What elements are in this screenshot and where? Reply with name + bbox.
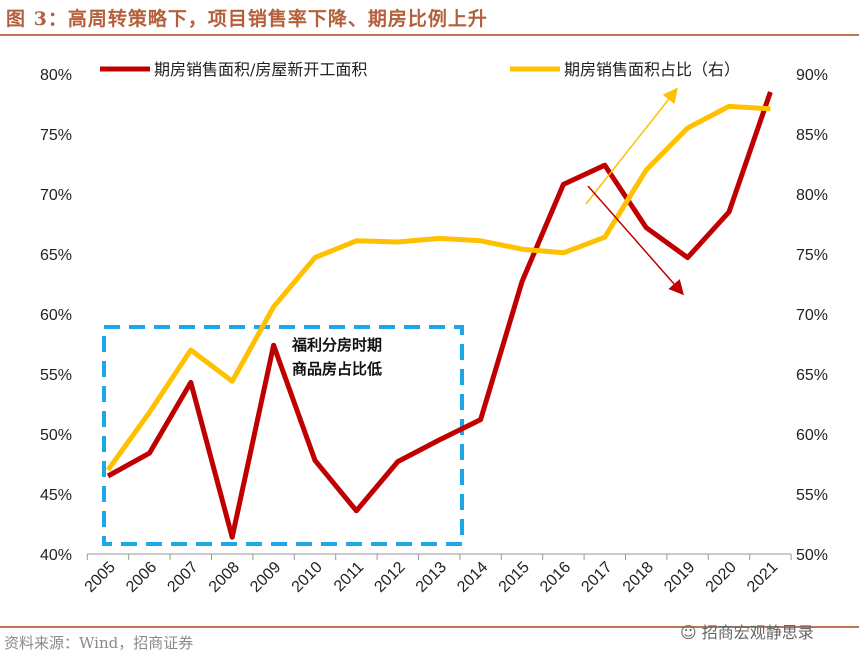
left-axis-tick-label: 50% (40, 427, 72, 444)
left-axis-tick-label: 60% (40, 307, 72, 324)
watermark-text: 招商宏观静思录 (701, 623, 814, 642)
left-axis-tick-label: 65% (40, 247, 72, 264)
wechat-icon: ☺ (680, 623, 702, 642)
x-axis-tick-label: 2013 (413, 559, 450, 596)
left-axis-tick-label: 75% (40, 127, 72, 144)
right-axis-tick-label: 60% (796, 427, 828, 444)
right-axis-tick-label: 55% (796, 487, 828, 504)
left-axis-tick-label: 55% (40, 367, 72, 384)
left-axis-tick-label: 70% (40, 187, 72, 204)
up-trend-arrow (585, 87, 678, 205)
x-axis-tick-label: 2011 (331, 559, 367, 595)
right-axis-tick-label: 65% (796, 367, 828, 384)
right-axis-tick-label: 70% (796, 307, 828, 324)
down-trend-arrow (587, 185, 684, 296)
left-axis-tick-label: 80% (40, 67, 72, 84)
x-axis-tick-label: 2020 (703, 559, 740, 596)
figure-title: 图 3：高周转策略下，项目销售率下降、期房比例上升 (6, 8, 488, 30)
x-axis-tick-label: 2021 (744, 559, 781, 596)
right-axis-tick-label: 90% (796, 67, 828, 84)
x-axis-tick-label: 2019 (661, 559, 698, 596)
x-axis-tick-label: 2006 (123, 559, 160, 596)
title-rule (0, 34, 859, 36)
right-axis-tick-label: 75% (796, 247, 828, 264)
footer-rule (0, 626, 859, 628)
x-axis-tick-label: 2009 (247, 559, 284, 596)
legend-label-1: 期房销售面积/房屋新开工面积 (154, 60, 367, 79)
x-axis-tick-label: 2014 (454, 559, 491, 596)
x-axis-tick-label: 2018 (620, 559, 657, 596)
left-axis-tick-label: 40% (40, 547, 72, 564)
x-axis-tick-label: 2010 (289, 559, 326, 596)
x-axis-tick-label: 2016 (537, 559, 574, 596)
series-line-2 (105, 103, 771, 472)
annotation-line-2: 商品房占比低 (292, 360, 382, 378)
annotation-line-1: 福利分房时期 (291, 336, 382, 354)
right-axis-tick-label: 50% (796, 547, 828, 564)
x-axis-tick-label: 2007 (164, 559, 201, 596)
dashed-highlight-box (102, 325, 464, 546)
x-axis-tick-label: 2017 (578, 559, 615, 596)
legend-label-2: 期房销售面积占比（右） (564, 60, 740, 79)
left-axis-tick-label: 45% (40, 487, 72, 504)
series-line-1 (106, 91, 773, 540)
x-axis-tick-label: 2015 (496, 559, 533, 596)
right-axis-tick-label: 80% (796, 187, 828, 204)
source-note: 资料来源：Wind，招商证券 (4, 634, 194, 652)
x-axis-tick-label: 2012 (371, 559, 408, 596)
right-axis-tick-label: 85% (796, 127, 828, 144)
watermark: ☺ 招商宏观静思录 (680, 619, 814, 643)
x-axis-tick-label: 2008 (206, 559, 243, 596)
x-axis-tick-label: 2005 (82, 559, 119, 596)
